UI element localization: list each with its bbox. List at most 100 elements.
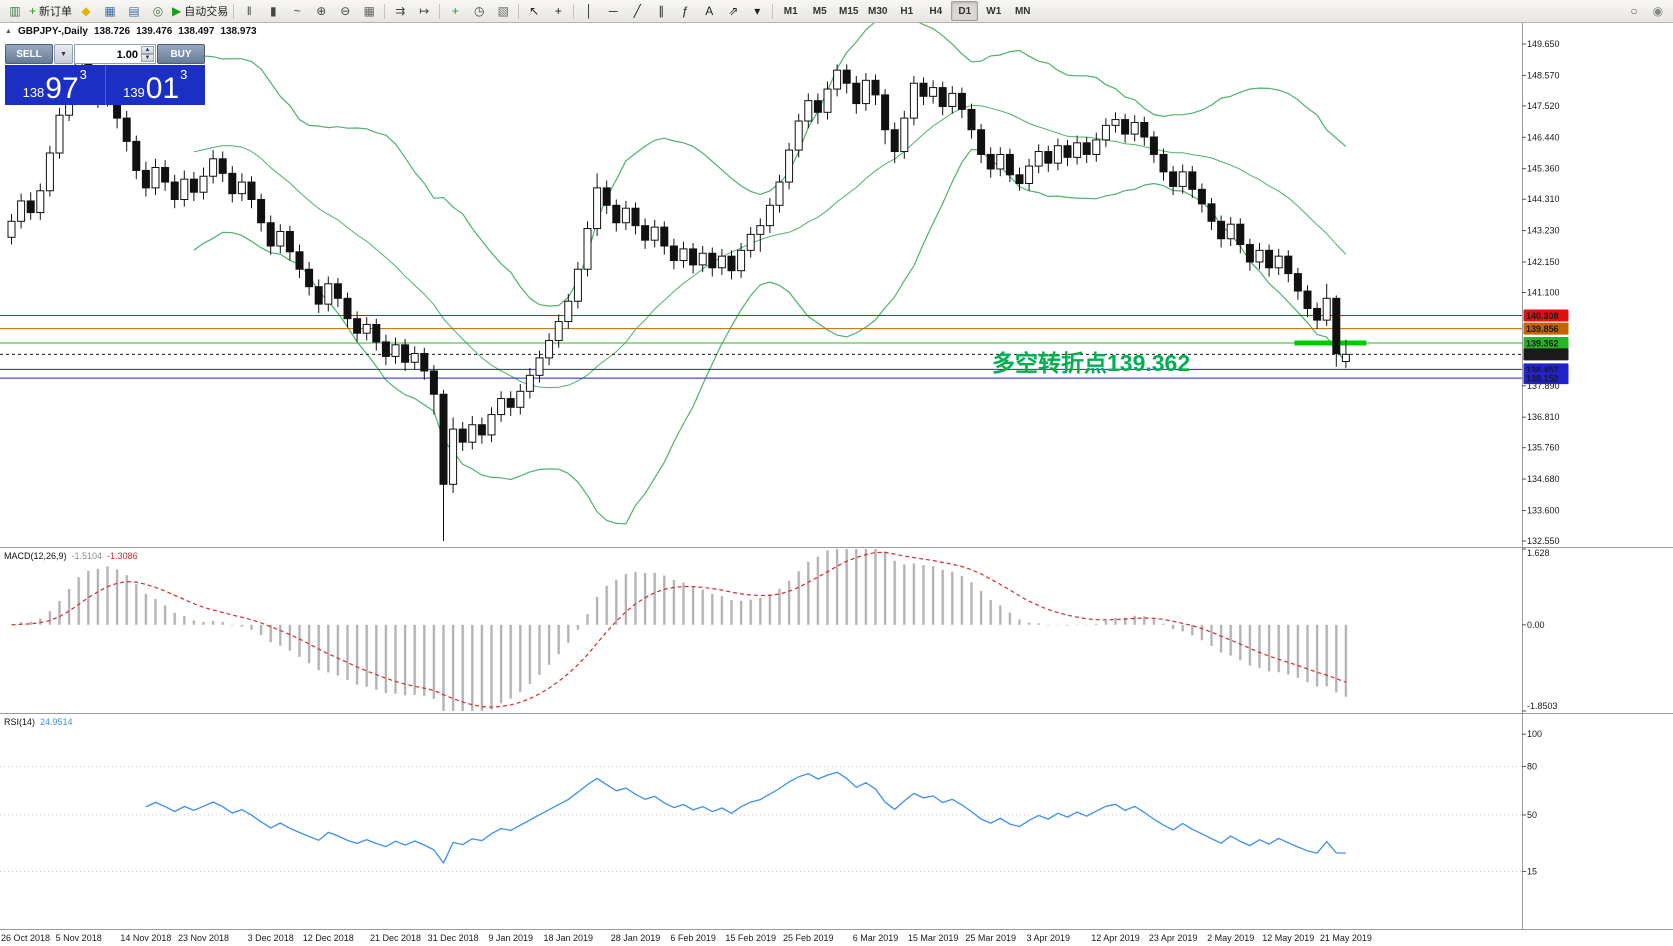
svg-text:25 Feb 2019: 25 Feb 2019 xyxy=(783,933,834,943)
shapes-dropdown-icon[interactable]: ▾ xyxy=(746,1,768,21)
toolbar-separator xyxy=(233,3,235,19)
time-axis[interactable]: 26 Oct 2018 5 Nov 2018 14 Nov 2018 23 Nov 2… xyxy=(1,933,1372,943)
svg-text:21 Dec 2018: 21 Dec 2018 xyxy=(370,933,421,943)
svg-text:137.890: 137.890 xyxy=(1527,381,1560,391)
svg-text:6 Mar 2019: 6 Mar 2019 xyxy=(853,933,899,943)
sell-price-panel[interactable]: 138 97 3 xyxy=(5,65,105,105)
svg-text:3 Apr 2019: 3 Apr 2019 xyxy=(1027,933,1071,943)
svg-text:149.650: 149.650 xyxy=(1527,39,1560,49)
macd-header: MACD(12,26,9) -1.5104 -1.3086 xyxy=(4,551,138,561)
svg-text:138.973: 138.973 xyxy=(1526,350,1559,360)
timeframe-mn[interactable]: MN xyxy=(1014,5,1031,17)
timeframe-m1[interactable]: M1 xyxy=(783,5,798,17)
panel-borders xyxy=(0,22,1673,930)
data-window-icon[interactable]: ▤ xyxy=(123,1,145,21)
text-icon[interactable]: A xyxy=(698,1,720,21)
autotrading-button[interactable]: ▶ 自动交易 xyxy=(171,1,229,21)
equidistant-channel-icon: ∥ xyxy=(658,4,665,18)
market-watch-icon[interactable]: ▦ xyxy=(99,1,121,21)
svg-text:145.360: 145.360 xyxy=(1527,164,1560,174)
chart-shift-icon[interactable]: ↦ xyxy=(413,1,435,21)
macd-axis[interactable]: 1.628 0.00 -1.8503 xyxy=(1522,548,1558,712)
svg-text:144.310: 144.310 xyxy=(1527,194,1560,204)
svg-text:3 Dec 2018: 3 Dec 2018 xyxy=(248,933,294,943)
volume-up-icon[interactable]: ▲ xyxy=(141,46,154,54)
macd-signal-value: -1.3086 xyxy=(107,551,138,561)
zoom-in-icon[interactable]: ⊕ xyxy=(310,1,332,21)
svg-text:26 Oct 2018: 26 Oct 2018 xyxy=(1,933,50,943)
crosshair-icon[interactable]: + xyxy=(547,1,569,21)
svg-text:14 Nov 2018: 14 Nov 2018 xyxy=(120,933,171,943)
line-chart-icon[interactable]: ~ xyxy=(286,1,308,21)
buy-price-panel[interactable]: 139 01 3 xyxy=(104,65,206,105)
rsi-axis[interactable]: 100 80 50 15 xyxy=(1522,729,1542,876)
svg-text:25 Mar 2019: 25 Mar 2019 xyxy=(965,933,1016,943)
search-icon[interactable]: ○ xyxy=(1623,1,1645,21)
tile-windows-icon[interactable]: ▦ xyxy=(358,1,380,21)
svg-text:28 Jan 2019: 28 Jan 2019 xyxy=(611,933,661,943)
auto-scroll-icon[interactable]: ⇉ xyxy=(389,1,411,21)
timeframe-m30[interactable]: M30 xyxy=(868,5,888,17)
vertical-line-icon[interactable]: │ xyxy=(578,1,600,21)
timeframe-d1[interactable]: D1 xyxy=(951,1,979,21)
equidistant-channel-icon[interactable]: ∥ xyxy=(650,1,672,21)
ohlc-high: 139.476 xyxy=(136,26,173,37)
navigator-icon[interactable]: ◎ xyxy=(147,1,169,21)
volume-input[interactable] xyxy=(75,46,155,64)
turning-point-annotation[interactable]: 多空转折点139.362 xyxy=(992,350,1191,376)
text-icon: A xyxy=(705,4,714,18)
svg-text:80: 80 xyxy=(1527,761,1537,771)
sell-button[interactable]: SELL xyxy=(5,44,53,64)
templates-icon[interactable]: ▧ xyxy=(492,1,514,21)
buy-button[interactable]: BUY xyxy=(157,44,205,64)
bar-chart-icon[interactable]: ‖ xyxy=(238,1,260,21)
charts-icon[interactable]: ▥ xyxy=(4,1,26,21)
svg-text:9 Jan 2019: 9 Jan 2019 xyxy=(488,933,533,943)
svg-text:134.680: 134.680 xyxy=(1527,474,1560,484)
svg-text:-1.8503: -1.8503 xyxy=(1527,701,1558,711)
svg-text:100: 100 xyxy=(1527,729,1542,739)
macd-main-value: -1.5104 xyxy=(71,551,103,561)
price-level-lines[interactable] xyxy=(0,315,1522,379)
svg-text:23 Nov 2018: 23 Nov 2018 xyxy=(178,933,229,943)
buy-price-figure: 139 xyxy=(123,85,145,100)
market-watch-icon: ▦ xyxy=(104,4,116,18)
svg-text:136.810: 136.810 xyxy=(1527,412,1560,422)
fibonacci-icon[interactable]: ƒ xyxy=(674,1,696,21)
cursor-icon: ↖ xyxy=(529,4,540,18)
metaeditor-icon[interactable]: ◆ xyxy=(75,1,97,21)
timeframe-h4[interactable]: H4 xyxy=(929,5,943,17)
svg-text:142.150: 142.150 xyxy=(1527,257,1560,267)
macd-histogram xyxy=(19,549,1348,711)
volume-dropdown-icon[interactable]: ▼ xyxy=(54,44,73,64)
timeframe-m5[interactable]: M5 xyxy=(812,5,827,17)
indicators-icon[interactable]: + xyxy=(444,1,466,21)
horizontal-line-icon[interactable]: ─ xyxy=(602,1,624,21)
autotrading-button-label: 自动交易 xyxy=(184,6,229,18)
candlestick-chart-icon[interactable]: ▮ xyxy=(262,1,284,21)
new-order-button: + xyxy=(29,4,37,18)
timeframe-h1[interactable]: H1 xyxy=(900,5,914,17)
price-axis[interactable]: 149.650 148.570 147.520 146.440 145.360 144.3… xyxy=(1522,39,1569,546)
candlestick-series xyxy=(7,46,1350,541)
zoom-out-icon[interactable]: ⊖ xyxy=(334,1,356,21)
zoom-out-icon: ⊖ xyxy=(340,4,351,18)
sell-price-big: 97 xyxy=(45,71,79,105)
collapse-chart-icon[interactable]: ▲ xyxy=(5,28,12,35)
new-order-button[interactable]: + 新订单 xyxy=(28,1,73,21)
arrows-icon[interactable]: ⇗ xyxy=(722,1,744,21)
volume-down-icon[interactable]: ▼ xyxy=(141,54,154,62)
svg-text:138.457: 138.457 xyxy=(1526,365,1559,375)
timeframe-w1[interactable]: W1 xyxy=(986,5,1002,17)
buy-price-big: 01 xyxy=(145,71,180,105)
timeframe-m15[interactable]: M15 xyxy=(839,5,859,17)
sell-price-figure: 138 xyxy=(22,85,45,100)
svg-text:15: 15 xyxy=(1527,866,1537,876)
mql5-community-icon[interactable]: ◉ xyxy=(1647,1,1669,21)
periods-icon: ◷ xyxy=(474,4,485,18)
periods-icon[interactable]: ◷ xyxy=(468,1,490,21)
trendline-icon[interactable]: ╱ xyxy=(626,1,648,21)
cursor-icon[interactable]: ↖ xyxy=(523,1,545,21)
